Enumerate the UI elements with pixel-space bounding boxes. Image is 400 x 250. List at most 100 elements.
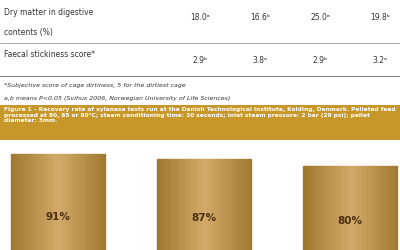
Bar	[102, 154, 105, 250]
Bar	[334, 166, 336, 250]
Bar	[322, 166, 324, 250]
Bar	[13, 154, 15, 250]
Bar	[369, 166, 372, 250]
Bar	[393, 166, 395, 250]
Bar	[174, 159, 176, 250]
Bar	[225, 159, 228, 250]
Bar	[166, 159, 169, 250]
Bar	[72, 154, 74, 250]
Bar	[306, 166, 308, 250]
Bar	[188, 159, 190, 250]
Bar	[367, 166, 369, 250]
Bar	[310, 166, 313, 250]
Bar	[58, 154, 60, 250]
Bar	[180, 159, 183, 250]
Bar	[362, 166, 364, 250]
Bar	[237, 159, 239, 250]
Bar	[336, 166, 338, 250]
Bar	[197, 159, 199, 250]
Bar	[171, 159, 174, 250]
Text: Figure 1 – Recovery rate of xylanase tests run at the Danish Technological Insti: Figure 1 – Recovery rate of xylanase tes…	[4, 107, 396, 123]
Bar	[230, 159, 232, 250]
Bar	[162, 159, 164, 250]
Text: contents (%): contents (%)	[4, 28, 53, 37]
Bar	[93, 154, 95, 250]
Bar	[338, 166, 341, 250]
Bar	[164, 159, 166, 250]
Bar	[218, 159, 220, 250]
Bar	[383, 166, 386, 250]
Bar	[353, 166, 355, 250]
Bar	[348, 166, 350, 250]
Text: Faecal stickiness score*: Faecal stickiness score*	[4, 50, 95, 59]
Bar	[206, 159, 209, 250]
Bar	[395, 166, 397, 250]
Bar	[90, 154, 93, 250]
Bar	[183, 159, 185, 250]
Bar	[381, 166, 383, 250]
Text: a,b means P<0.05 (Svihus 2006, Norwegian University of Life Sciences): a,b means P<0.05 (Svihus 2006, Norwegian…	[4, 96, 230, 101]
Bar	[81, 154, 84, 250]
Bar	[228, 159, 230, 250]
Bar	[244, 159, 246, 250]
Bar	[18, 154, 20, 250]
Bar	[25, 154, 27, 250]
Bar	[79, 154, 81, 250]
Bar	[50, 154, 53, 250]
Bar	[39, 154, 41, 250]
Bar	[15, 154, 18, 250]
Bar	[355, 166, 358, 250]
Bar	[374, 166, 376, 250]
Bar	[388, 166, 390, 250]
Text: 18.0ᵃ: 18.0ᵃ	[190, 12, 210, 22]
Text: 3.2ᵃ: 3.2ᵃ	[372, 56, 388, 66]
Bar	[84, 154, 86, 250]
Bar	[95, 154, 98, 250]
Bar	[34, 154, 36, 250]
Bar	[234, 159, 237, 250]
Bar	[70, 154, 72, 250]
Bar	[48, 154, 50, 250]
Bar	[55, 154, 58, 250]
Text: 19.8ᵇ: 19.8ᵇ	[370, 12, 390, 22]
Bar	[190, 159, 192, 250]
Bar	[249, 159, 251, 250]
Bar	[192, 159, 194, 250]
Bar	[53, 154, 55, 250]
Bar	[76, 154, 79, 250]
Bar	[178, 159, 180, 250]
Bar	[220, 159, 223, 250]
Bar	[376, 166, 378, 250]
Bar	[41, 154, 44, 250]
Bar	[327, 166, 329, 250]
Text: *Subjective score of cage dirtiness, 5 for the dirtiest cage: *Subjective score of cage dirtiness, 5 f…	[4, 83, 186, 88]
Text: 16.6ᵇ: 16.6ᵇ	[250, 12, 270, 22]
Bar	[185, 159, 188, 250]
Bar	[232, 159, 234, 250]
Bar	[364, 166, 367, 250]
Text: Dry matter in digestive: Dry matter in digestive	[4, 8, 93, 17]
Bar	[86, 154, 88, 250]
Text: 2.9ᵇ: 2.9ᵇ	[312, 56, 328, 66]
Bar	[308, 166, 310, 250]
Bar	[360, 166, 362, 250]
Bar	[202, 159, 204, 250]
Text: 91%: 91%	[45, 212, 70, 222]
Text: 87%: 87%	[192, 213, 216, 223]
Bar	[343, 166, 346, 250]
Bar	[390, 166, 393, 250]
Bar	[346, 166, 348, 250]
Bar	[315, 166, 318, 250]
Text: 2.9ᵇ: 2.9ᵇ	[192, 56, 208, 66]
Bar	[246, 159, 249, 250]
Bar	[30, 154, 32, 250]
Bar	[358, 166, 360, 250]
Bar	[199, 159, 202, 250]
Bar	[386, 166, 388, 250]
Bar	[303, 166, 306, 250]
Bar	[204, 159, 206, 250]
Bar	[320, 166, 322, 250]
Bar	[157, 159, 159, 250]
Bar	[211, 159, 214, 250]
Text: 25.0ᵃ: 25.0ᵃ	[310, 12, 330, 22]
